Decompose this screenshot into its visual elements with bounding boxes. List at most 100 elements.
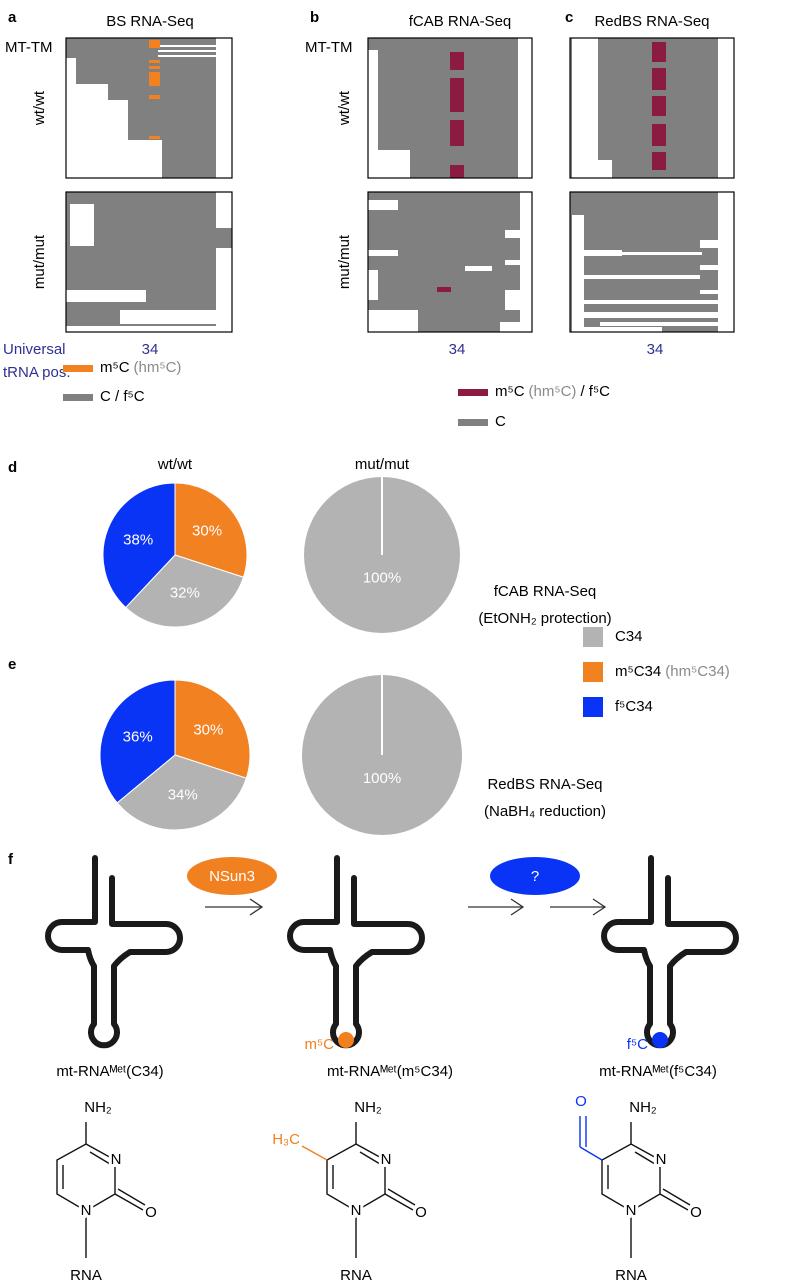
heatmap-background [368, 192, 532, 332]
heatmap-cell [505, 290, 532, 310]
annotation: (NaBH₄ reduction) [484, 803, 606, 820]
heatmap-cell [368, 50, 378, 178]
heatmap-cell [572, 300, 734, 304]
heatmap-background [570, 192, 734, 332]
heatmap-cell [149, 40, 160, 48]
pie-slice [102, 482, 176, 609]
site-label: f⁵C [627, 1036, 648, 1053]
legend-name: C / f⁵C [100, 388, 145, 405]
atom-label: O [690, 1204, 702, 1221]
heatmap-cell [500, 322, 532, 332]
legend-note: (hm⁵C) [529, 383, 577, 400]
trna [45, 855, 183, 1049]
legend-name: C34 [615, 628, 643, 645]
arrow [468, 898, 525, 916]
modification-dot [338, 1032, 354, 1048]
panel-title: fCAB RNA-Seq [409, 13, 512, 30]
bond [662, 1188, 691, 1206]
heatmap-cell [66, 326, 216, 332]
heatmap-cell [518, 38, 532, 178]
annotation: (EtONH₂ protection) [478, 610, 611, 627]
arrow [550, 898, 607, 916]
heatmap-cell [368, 250, 398, 256]
legend-label: m⁵C (hm⁵C) / f⁵C [495, 383, 610, 400]
bond [117, 1188, 146, 1206]
panel-label: b [310, 9, 319, 26]
panel-label: e [8, 656, 16, 673]
legend-label: f⁵C34 [615, 698, 653, 715]
heatmap-cell [572, 38, 598, 178]
arrow [205, 898, 264, 916]
row-label: wt/wt [31, 90, 48, 126]
heatmap-cell [368, 270, 378, 300]
pie-slice [99, 679, 176, 804]
heatmap-cell [652, 96, 666, 116]
legend-swatch [458, 419, 488, 426]
heatmap-cell [450, 120, 464, 146]
legend-label: C / f⁵C [100, 388, 145, 405]
legend-name: C [495, 413, 506, 430]
panel-label: d [8, 459, 17, 476]
heatmap-cell [368, 200, 398, 210]
bond [634, 1151, 656, 1165]
heatmap-cell [437, 287, 451, 292]
structure: NH₂ N O N RNA [56, 1096, 160, 1286]
legend-swatch [583, 662, 603, 682]
row-label: mut/mut [336, 234, 353, 289]
legend-name: m⁵C [495, 383, 525, 400]
bond [89, 1151, 111, 1165]
heatmap-frame [367, 191, 533, 333]
atom-label: RNA [70, 1267, 102, 1284]
value-label: 34% [168, 786, 198, 803]
bond [359, 1151, 381, 1165]
pie-slice [125, 554, 245, 628]
legend-label: m⁵C (hm⁵C) [100, 359, 181, 376]
heatmap-cell [158, 50, 216, 52]
legend-name: m⁵C [100, 359, 130, 376]
atom-label: N [626, 1202, 637, 1219]
trna [601, 855, 739, 1049]
enzyme [490, 857, 580, 895]
heatmap-cell [622, 252, 702, 255]
atom-label: N [81, 1202, 92, 1219]
x-tick-label: 34 [647, 341, 664, 358]
heatmap-cell [216, 248, 232, 332]
value-label: 32% [170, 584, 200, 601]
bond [326, 1143, 386, 1212]
panel-label: f [8, 851, 14, 868]
structure: NH₂ N O N RNA O [575, 1093, 705, 1286]
heatmap-cell [505, 260, 532, 265]
atom-label: N [381, 1151, 392, 1168]
heatmap-cell [652, 124, 666, 146]
annotation: fCAB RNA-Seq [494, 583, 597, 600]
x-tick-label: 34 [142, 341, 159, 358]
atom-label: RNA [615, 1267, 647, 1284]
enzyme-label: NSun3 [209, 868, 255, 885]
heatmap-cell [66, 290, 146, 302]
heatmap-cell [572, 250, 622, 256]
enzyme [187, 857, 277, 895]
legend-name: f⁵C34 [615, 698, 653, 715]
heatmap-cell [216, 192, 232, 228]
heatmap-frame [65, 191, 233, 333]
value-label: 100% [363, 569, 401, 586]
bond [601, 1143, 661, 1212]
legend-note: (hm⁵C) [134, 359, 182, 376]
heatmap-cell [652, 68, 666, 90]
legend-label: m⁵C34 (hm⁵C34) [615, 663, 730, 680]
heatmap-cell [600, 322, 734, 326]
heatmap-cell [158, 55, 216, 57]
site-label: m⁵C [304, 1036, 334, 1053]
molecule-name: mt-RNAᴹᵉᵗ(C34) [56, 1063, 163, 1080]
heatmap-cell [368, 310, 418, 332]
value-label: 30% [192, 523, 222, 540]
heatmap-frame [367, 37, 533, 179]
atom-label: N [656, 1151, 667, 1168]
legend-swatch [63, 365, 93, 372]
heatmap-cell [149, 66, 160, 69]
annotation: RedBS RNA-Seq [487, 776, 602, 793]
value-label: 30% [193, 722, 223, 739]
legend-note: (hm⁵C34) [665, 663, 730, 680]
heatmap-cell [149, 136, 160, 139]
